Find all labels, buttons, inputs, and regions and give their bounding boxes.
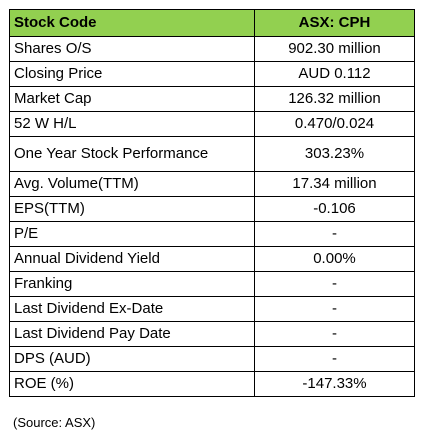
table-row: Last Dividend Ex-Date - [9, 296, 415, 322]
row-value: - [254, 271, 415, 297]
row-value: AUD 0.112 [254, 61, 415, 87]
header-value-cell: ASX: CPH [254, 9, 415, 37]
table-row: Avg. Volume(TTM) 17.34 million [9, 171, 415, 197]
row-label: Closing Price [9, 61, 255, 87]
table-row: Franking - [9, 271, 415, 297]
row-value: - [254, 346, 415, 372]
row-label: Shares O/S [9, 36, 255, 62]
row-label: 52 W H/L [9, 111, 255, 137]
table-row: Market Cap 126.32 million [9, 86, 415, 112]
row-label: Franking [9, 271, 255, 297]
row-value: 303.23% [254, 136, 415, 172]
row-label: Annual Dividend Yield [9, 246, 255, 272]
table-header-row: Stock Code ASX: CPH [9, 9, 415, 37]
table-row: EPS(TTM) -0.106 [9, 196, 415, 222]
row-label: DPS (AUD) [9, 346, 255, 372]
row-label: Avg. Volume(TTM) [9, 171, 255, 197]
table-row: Last Dividend Pay Date - [9, 321, 415, 347]
row-value: 902.30 million [254, 36, 415, 62]
table-row: 52 W H/L 0.470/0.024 [9, 111, 415, 137]
row-label: One Year Stock Performance [9, 136, 255, 172]
row-label: P/E [9, 221, 255, 247]
row-value: -147.33% [254, 371, 415, 397]
row-value: 0.470/0.024 [254, 111, 415, 137]
row-value: 17.34 million [254, 171, 415, 197]
table-row: P/E - [9, 221, 415, 247]
row-label: EPS(TTM) [9, 196, 255, 222]
row-value: 126.32 million [254, 86, 415, 112]
table-row: Annual Dividend Yield 0.00% [9, 246, 415, 272]
table-row: ROE (%) -147.33% [9, 371, 415, 397]
header-label-cell: Stock Code [9, 9, 255, 37]
row-label: Last Dividend Ex-Date [9, 296, 255, 322]
table-row: Closing Price AUD 0.112 [9, 61, 415, 87]
row-label: Last Dividend Pay Date [9, 321, 255, 347]
row-value: 0.00% [254, 246, 415, 272]
row-label: ROE (%) [9, 371, 255, 397]
table-row: Shares O/S 902.30 million [9, 36, 415, 62]
row-value: -0.106 [254, 196, 415, 222]
table-row: DPS (AUD) - [9, 346, 415, 372]
table-row: One Year Stock Performance 303.23% [9, 136, 415, 172]
stock-info-table: Stock Code ASX: CPH Shares O/S 902.30 mi… [9, 9, 415, 397]
source-note: (Source: ASX) [13, 415, 96, 430]
row-label: Market Cap [9, 86, 255, 112]
row-value: - [254, 296, 415, 322]
row-value: - [254, 321, 415, 347]
row-value: - [254, 221, 415, 247]
